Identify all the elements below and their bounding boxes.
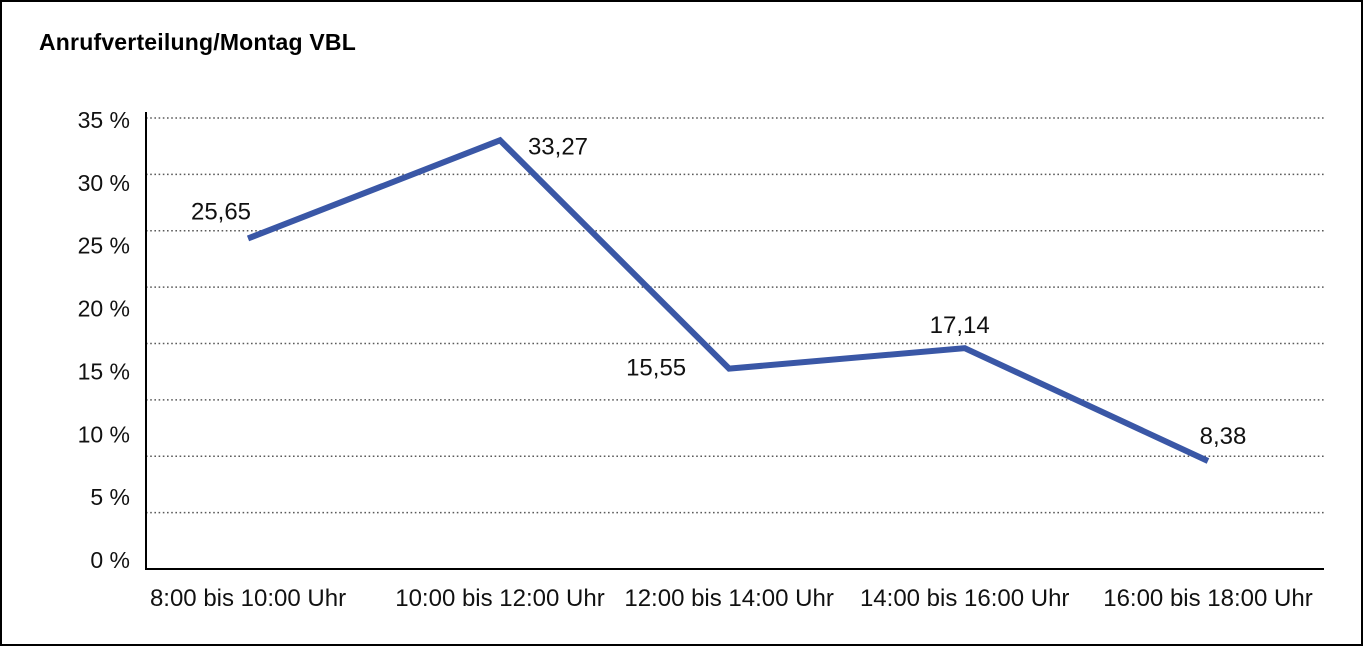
data-point-label: 33,27 [528, 133, 588, 160]
y-tick-label: 10 % [78, 421, 130, 447]
data-point-label: 25,65 [191, 198, 251, 225]
data-point-label: 17,14 [930, 312, 990, 339]
x-tick-label: 12:00 bis 14:00 Uhr [624, 585, 833, 612]
y-tick-label: 15 % [78, 358, 130, 384]
y-tick-label: 35 % [78, 107, 130, 133]
x-tick-label: 8:00 bis 10:00 Uhr [150, 585, 346, 612]
x-tick-label: 16:00 bis 18:00 Uhr [1103, 585, 1312, 612]
x-tick-label: 10:00 bis 12:00 Uhr [395, 585, 604, 612]
data-series-line [246, 136, 1210, 464]
x-tick-label: 14:00 bis 16:00 Uhr [860, 585, 1069, 612]
y-tick-label: 20 % [78, 296, 130, 322]
y-tick-label: 25 % [78, 233, 130, 259]
data-point-label: 8,38 [1200, 423, 1247, 450]
y-tick-label: 30 % [78, 170, 130, 196]
y-tick-label: 5 % [90, 484, 130, 510]
chart-title: Anrufverteilung/Montag VBL [39, 29, 356, 55]
data-point-label: 15,55 [626, 355, 686, 382]
y-tick-label: 0 % [90, 547, 130, 573]
